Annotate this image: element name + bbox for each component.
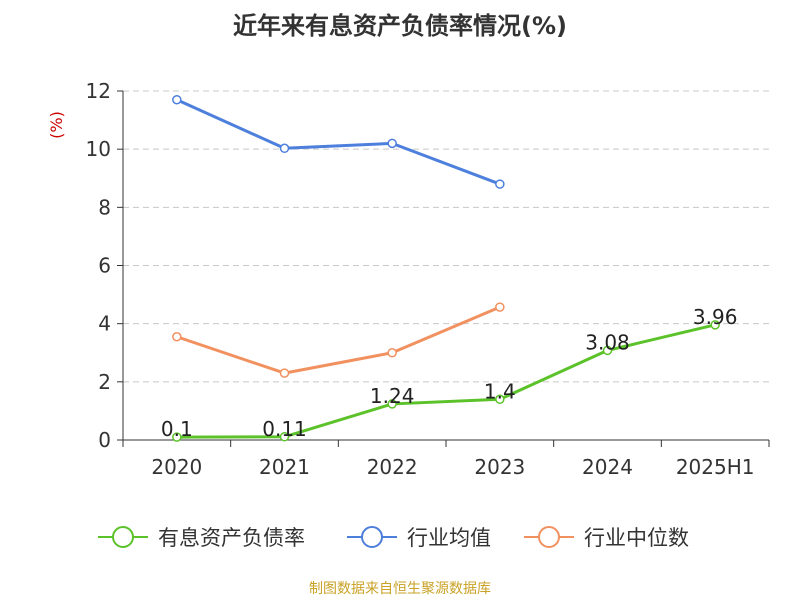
series-line-0 bbox=[176, 323, 716, 439]
y-tick-label: 12 bbox=[86, 79, 111, 103]
series-line-1 bbox=[176, 98, 501, 186]
y-tick-label: 4 bbox=[98, 312, 111, 336]
legend-marker bbox=[112, 526, 134, 548]
data-point bbox=[495, 302, 505, 312]
data-point bbox=[495, 394, 505, 405]
grid-lines bbox=[123, 90, 769, 383]
data-point bbox=[172, 332, 182, 342]
data-point bbox=[710, 320, 720, 330]
y-axis-label: (%) bbox=[47, 111, 66, 139]
data-point bbox=[172, 432, 182, 442]
x-tick-label: 2023 bbox=[474, 455, 525, 479]
y-tick-label: 0 bbox=[98, 428, 111, 452]
x-tick-label: 2022 bbox=[367, 455, 418, 479]
data-label: 3.96 bbox=[693, 305, 738, 329]
series-line-2 bbox=[176, 305, 501, 375]
data-point bbox=[387, 399, 397, 409]
legend-marker bbox=[361, 526, 383, 548]
y-tick-label: 6 bbox=[98, 254, 111, 278]
legend: 有息资产负债率 行业均值 行业中位数 bbox=[98, 526, 689, 550]
series-lines bbox=[172, 94, 720, 442]
data-label: 1.24 bbox=[370, 384, 415, 408]
legend-label: 有息资产负债率 bbox=[158, 526, 305, 550]
y-tick-label: 8 bbox=[98, 195, 111, 219]
data-point bbox=[279, 368, 290, 378]
data-point bbox=[172, 94, 182, 105]
legend-label: 行业均值 bbox=[407, 526, 491, 550]
axes: 0 2 4 6 8 10 12 2020 2021 2022 2023 2024 2025H1 bbox=[86, 79, 770, 479]
legend-label: 行业中位数 bbox=[584, 526, 689, 550]
data-label: 0.1 bbox=[161, 417, 193, 441]
data-label: 0.11 bbox=[262, 417, 307, 441]
chart-title: 近年来有息资产负债率情况(%) bbox=[233, 12, 567, 40]
data-point bbox=[279, 143, 290, 154]
data-label: 3.08 bbox=[585, 330, 630, 354]
x-tick-label: 2025H1 bbox=[676, 455, 755, 479]
y-tick-label: 10 bbox=[86, 137, 111, 161]
data-labels: 0.1 0.11 1.24 1.4 3.08 3.96 bbox=[161, 305, 738, 441]
x-tick-label: 2021 bbox=[259, 455, 310, 479]
y-tick-label: 2 bbox=[98, 370, 111, 394]
data-point bbox=[602, 345, 613, 356]
x-tick-label: 2024 bbox=[582, 455, 633, 479]
data-label: 1.4 bbox=[484, 379, 516, 403]
data-point bbox=[387, 348, 397, 358]
data-point bbox=[279, 432, 290, 442]
x-tick-label: 2020 bbox=[151, 455, 202, 479]
legend-marker bbox=[538, 526, 560, 548]
source-note: 制图数据来自恒生聚源数据库 bbox=[309, 581, 491, 597]
data-point bbox=[495, 179, 505, 189]
data-point bbox=[387, 138, 397, 149]
